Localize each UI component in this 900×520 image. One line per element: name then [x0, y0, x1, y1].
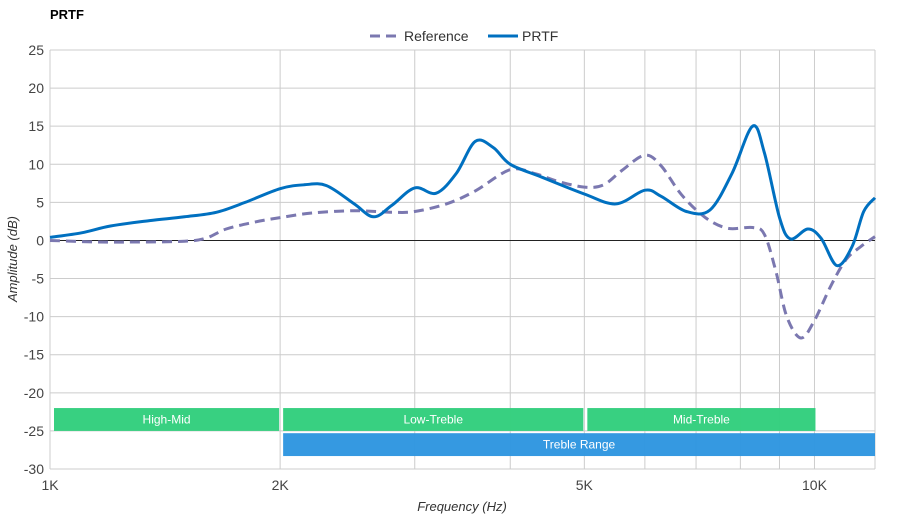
x-tick-label: 5K: [576, 477, 594, 493]
series-line-reference: [49, 153, 876, 340]
chart-title: PRTF: [50, 7, 84, 22]
y-tick-label: -5: [32, 271, 45, 287]
y-tick-label: -30: [24, 461, 44, 477]
band-high-mid: [54, 408, 280, 431]
band-treble-range: [283, 433, 875, 457]
legend: Reference PRTF: [370, 28, 558, 44]
x-tick-label: 1K: [41, 477, 59, 493]
x-tick-label: 10K: [802, 477, 828, 493]
legend-label-reference[interactable]: Reference: [404, 28, 469, 44]
band-label: Mid-Treble: [673, 412, 730, 426]
y-axis-label: Amplitude (dB): [5, 216, 20, 303]
series-line-prtf: [49, 124, 877, 268]
y-tick-label: 5: [36, 194, 44, 210]
y-tick-label: 25: [28, 42, 44, 58]
x-axis-label: Frequency (Hz): [417, 499, 507, 514]
y-tick-label: -20: [24, 385, 44, 401]
band-label: Low-Treble: [403, 412, 463, 426]
x-tick-label: 2K: [272, 477, 290, 493]
y-tick-label: 20: [28, 80, 44, 96]
y-tick-label: 0: [36, 232, 44, 248]
band-label: Treble Range: [543, 438, 616, 452]
y-tick-label: -15: [24, 347, 44, 363]
y-tick-label: -10: [24, 309, 44, 325]
legend-label-prtf[interactable]: PRTF: [522, 28, 558, 44]
frequency-bands: High-Mid Low-Treble Mid-Treble Treble Range: [54, 408, 875, 457]
y-tick-label: 10: [28, 156, 44, 172]
grid: [49, 49, 876, 470]
y-tick-label: -25: [24, 423, 44, 439]
band-low-treble: [283, 408, 584, 431]
band-label: High-Mid: [143, 412, 191, 426]
y-tick-label: 15: [28, 118, 44, 134]
series-group: [49, 124, 877, 340]
band-mid-treble: [587, 408, 816, 431]
